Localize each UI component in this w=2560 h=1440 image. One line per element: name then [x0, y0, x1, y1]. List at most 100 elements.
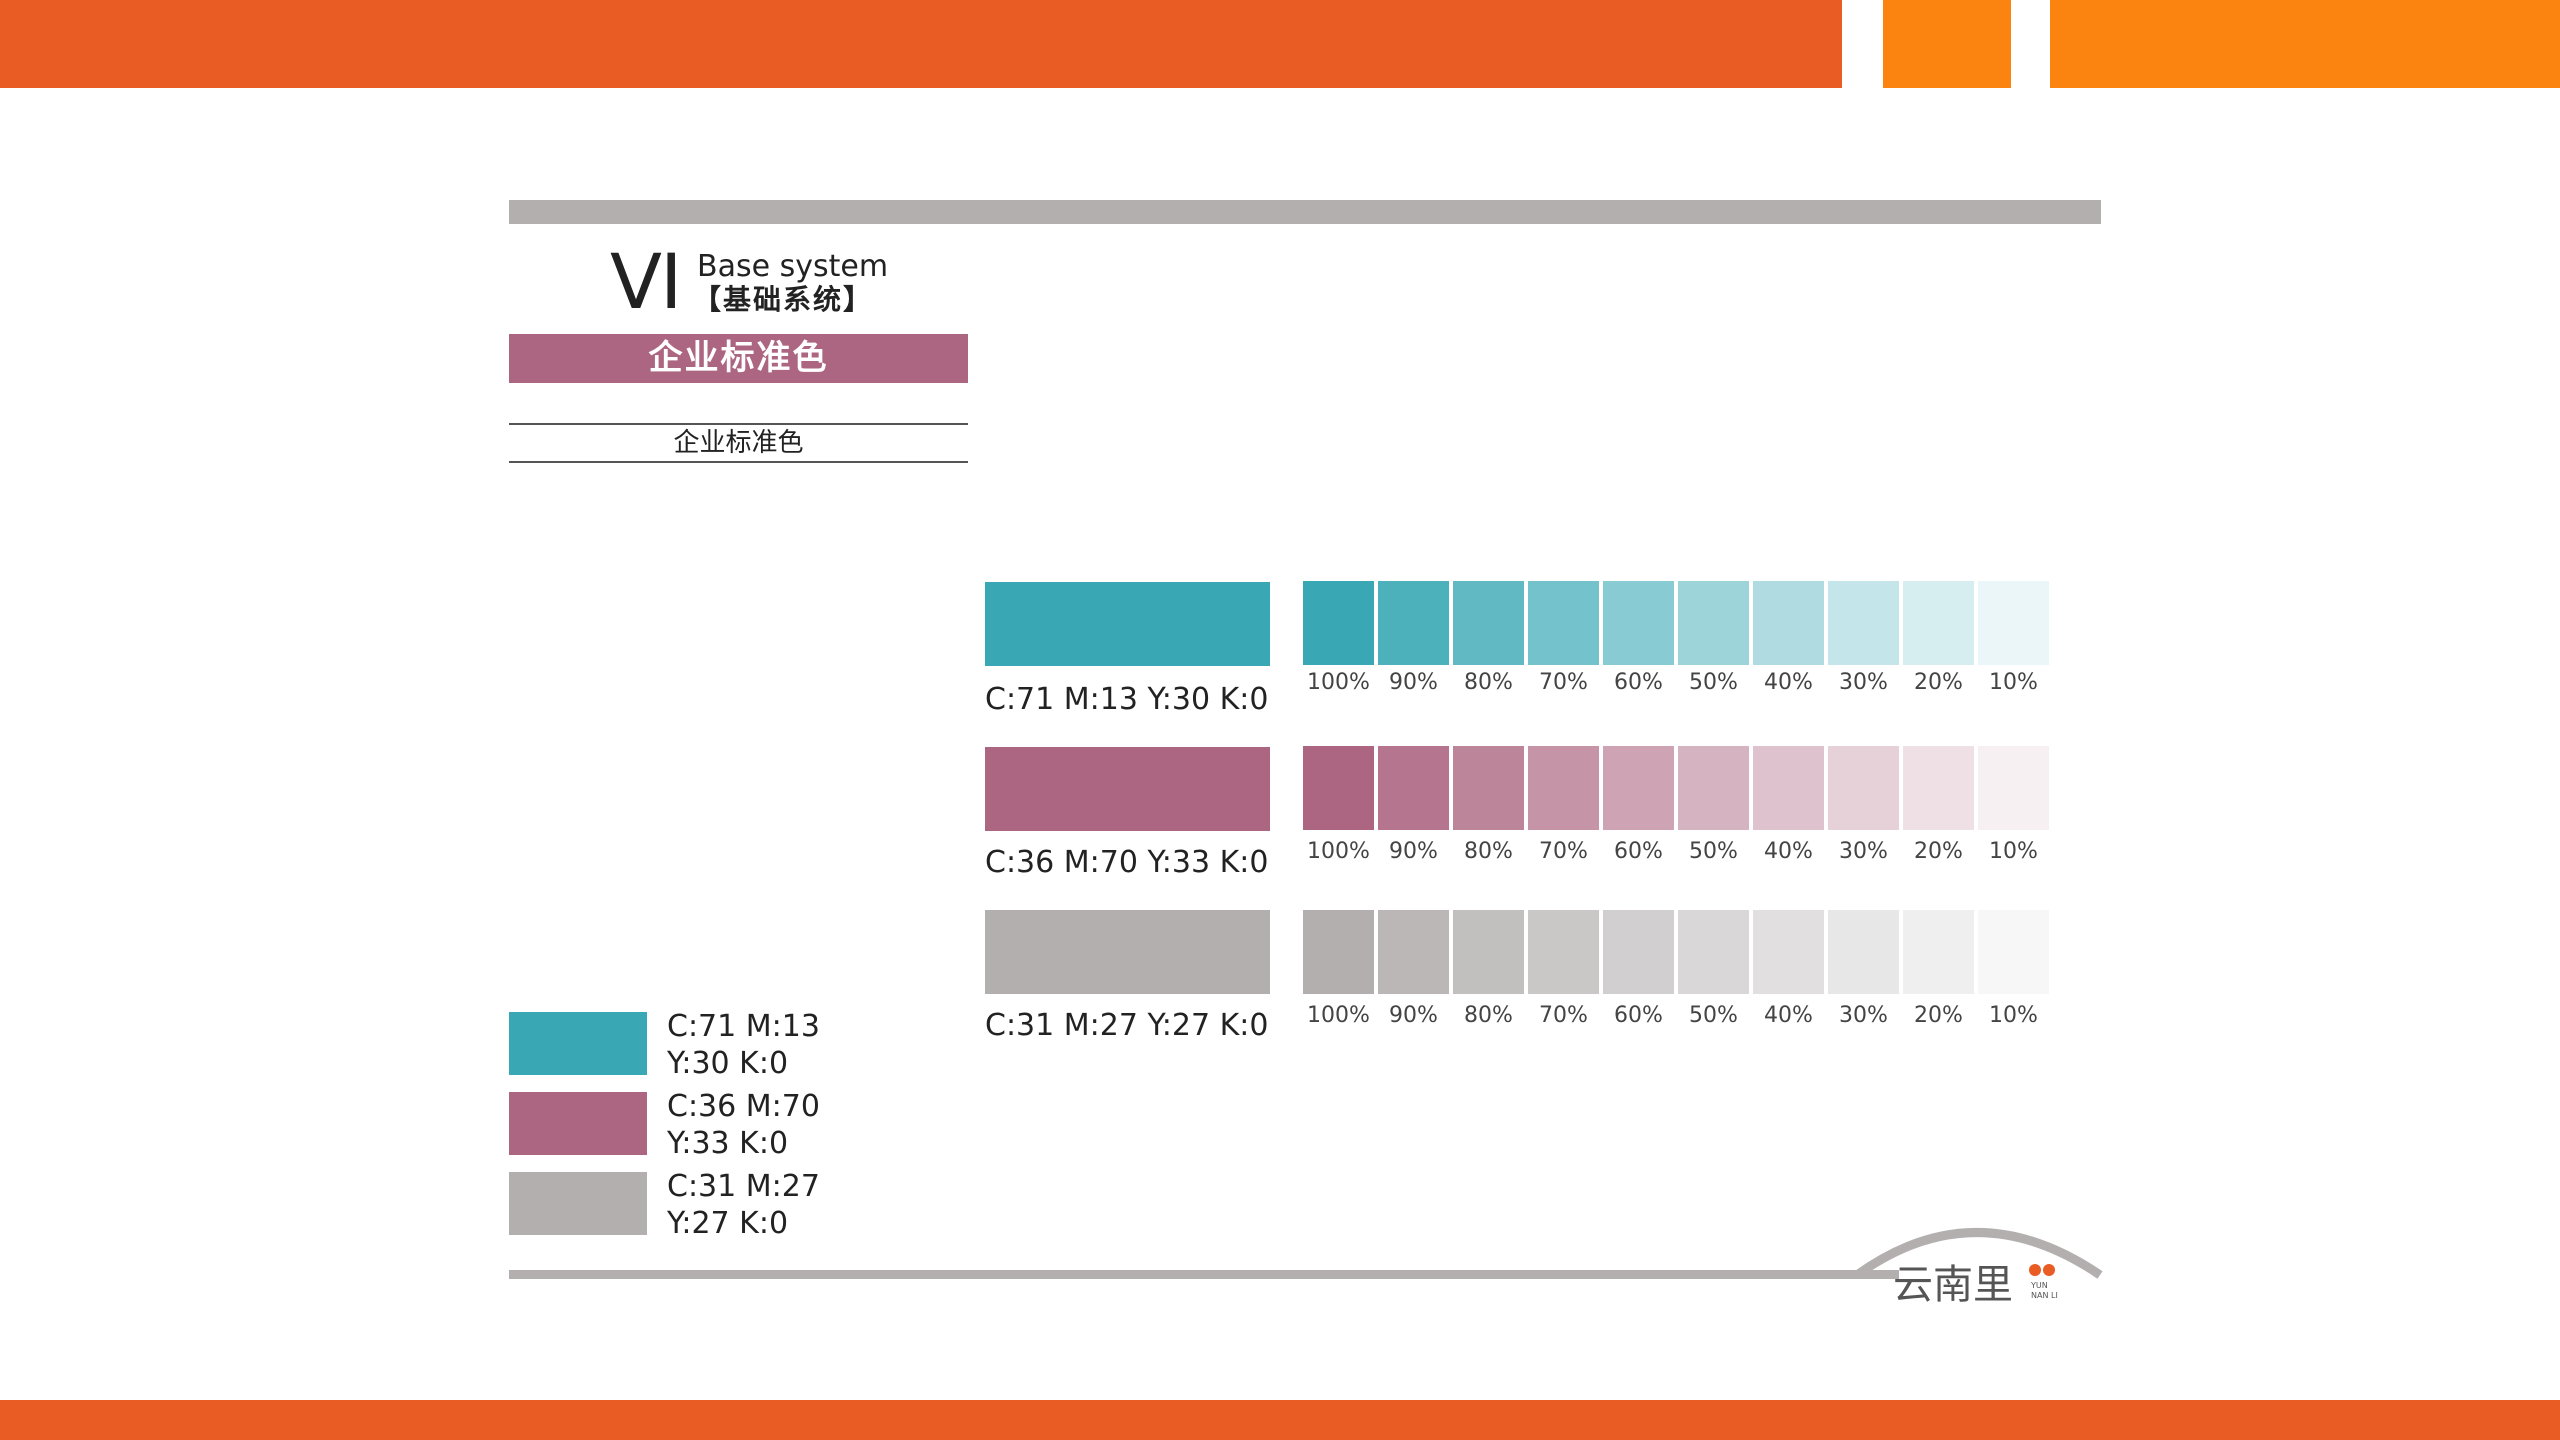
divider [509, 461, 968, 463]
logo-seal-icon [2029, 1264, 2041, 1276]
tint-percent: 70% [1539, 670, 1588, 695]
top-banner [0, 0, 1842, 88]
tint-percent: 100% [1307, 839, 1370, 864]
tint-swatch [1903, 746, 1974, 830]
tint-swatch [1828, 581, 1899, 665]
tint-swatch [1603, 581, 1674, 665]
tint-percent: 80% [1464, 839, 1513, 864]
color-swatch-mauve [985, 747, 1270, 831]
legend-label: C:71 M:13 Y:30 K:0 [667, 1008, 820, 1082]
tint-percent: 40% [1764, 839, 1813, 864]
tint-percent: 20% [1914, 1003, 1963, 1028]
tint-swatch [1978, 581, 2049, 665]
tint-percent: 20% [1914, 839, 1963, 864]
base-system-title-cn: 【基础系统】 [693, 283, 874, 316]
tint-percent: 70% [1539, 1003, 1588, 1028]
tint-percent: 10% [1989, 839, 2038, 864]
divider [509, 423, 968, 425]
bottom-banner [0, 1400, 2560, 1440]
subsection-title: 企业标准色 [673, 428, 804, 458]
tint-swatch [1678, 746, 1749, 830]
tint-swatch [1828, 746, 1899, 830]
legend-line: Y:27 K:0 [667, 1206, 789, 1241]
tint-percent: 60% [1614, 1003, 1663, 1028]
tint-swatch [1903, 581, 1974, 665]
top-banner-accent-block [1883, 0, 2011, 88]
tint-percent: 30% [1839, 839, 1888, 864]
legend-line: Y:30 K:0 [667, 1046, 789, 1081]
tint-swatch [1453, 581, 1524, 665]
section-title: 企业标准色 [509, 334, 968, 383]
tint-percent-labels: 100% 90% 80% 70% 60% 50% 40% 30% 20% 10% [1303, 841, 2049, 863]
tint-swatch [1528, 581, 1599, 665]
header-rule [509, 200, 2101, 224]
tint-swatch [1678, 581, 1749, 665]
tint-swatch [1378, 581, 1449, 665]
logo-name-en: NAN LI [2031, 1291, 2058, 1300]
tint-swatch [1378, 910, 1449, 994]
tint-percent: 10% [1989, 670, 2038, 695]
tint-percent: 20% [1914, 670, 1963, 695]
color-swatch-teal [985, 582, 1270, 666]
brand-logo: 云南里 YUN NAN LI [1855, 1228, 2103, 1308]
tint-percent: 50% [1689, 1003, 1738, 1028]
legend-label: C:36 M:70 Y:33 K:0 [667, 1088, 820, 1162]
vi-logo-text: VI [610, 237, 682, 326]
tint-percent: 90% [1389, 839, 1438, 864]
tint-swatch [1678, 910, 1749, 994]
tint-percent: 40% [1764, 1003, 1813, 1028]
tint-percent: 60% [1614, 839, 1663, 864]
tint-swatch [1528, 910, 1599, 994]
tint-swatch [1378, 746, 1449, 830]
tint-swatch [1753, 910, 1824, 994]
tint-percent: 10% [1989, 1003, 2038, 1028]
tint-swatch [1303, 746, 1374, 830]
tint-swatch [1603, 910, 1674, 994]
tint-scale [1303, 746, 2049, 830]
tint-percent: 70% [1539, 839, 1588, 864]
logo-name-en: YUN [2030, 1281, 2048, 1290]
tint-swatch [1453, 910, 1524, 994]
tint-percent: 100% [1307, 670, 1370, 695]
tint-swatch [1303, 910, 1374, 994]
legend-swatch-gray [509, 1172, 647, 1235]
legend-line: C:71 M:13 [667, 1009, 820, 1044]
color-swatch-gray [985, 910, 1270, 994]
legend-label: C:31 M:27 Y:27 K:0 [667, 1168, 820, 1242]
tint-scale [1303, 581, 2049, 665]
legend-swatch-mauve [509, 1092, 647, 1155]
tint-swatch [1303, 581, 1374, 665]
tint-percent: 100% [1307, 1003, 1370, 1028]
tint-percent: 60% [1614, 670, 1663, 695]
tint-swatch [1978, 746, 2049, 830]
footer-rule [509, 1270, 1899, 1279]
tint-percent: 30% [1839, 1003, 1888, 1028]
legend-line: C:36 M:70 [667, 1089, 820, 1124]
tint-percent-labels: 100% 90% 80% 70% 60% 50% 40% 30% 20% 10% [1303, 1005, 2049, 1027]
legend-line: Y:33 K:0 [667, 1126, 789, 1161]
tint-percent: 80% [1464, 670, 1513, 695]
logo-name-cn: 云南里 [1893, 1262, 2013, 1308]
tint-swatch [1753, 581, 1824, 665]
cmyk-label: C:31 M:27 Y:27 K:0 [985, 1008, 1269, 1043]
tint-swatch [1978, 910, 2049, 994]
tint-percent: 90% [1389, 670, 1438, 695]
tint-percent: 50% [1689, 839, 1738, 864]
tint-swatch [1753, 746, 1824, 830]
tint-swatch [1903, 910, 1974, 994]
tint-scale [1303, 910, 2049, 994]
tint-swatch [1603, 746, 1674, 830]
logo-seal-icon [2043, 1264, 2055, 1276]
cmyk-label: C:36 M:70 Y:33 K:0 [985, 845, 1269, 880]
tint-percent: 80% [1464, 1003, 1513, 1028]
tint-swatch [1453, 746, 1524, 830]
tint-percent-labels: 100% 90% 80% 70% 60% 50% 40% 30% 20% 10% [1303, 672, 2049, 694]
tint-percent: 50% [1689, 670, 1738, 695]
logo-arch-icon [1855, 1228, 2103, 1279]
top-banner-accent-block [2050, 0, 2560, 88]
tint-swatch [1528, 746, 1599, 830]
cmyk-label: C:71 M:13 Y:30 K:0 [985, 682, 1269, 717]
tint-percent: 40% [1764, 670, 1813, 695]
base-system-title: Base system [697, 249, 889, 284]
tint-percent: 30% [1839, 670, 1888, 695]
